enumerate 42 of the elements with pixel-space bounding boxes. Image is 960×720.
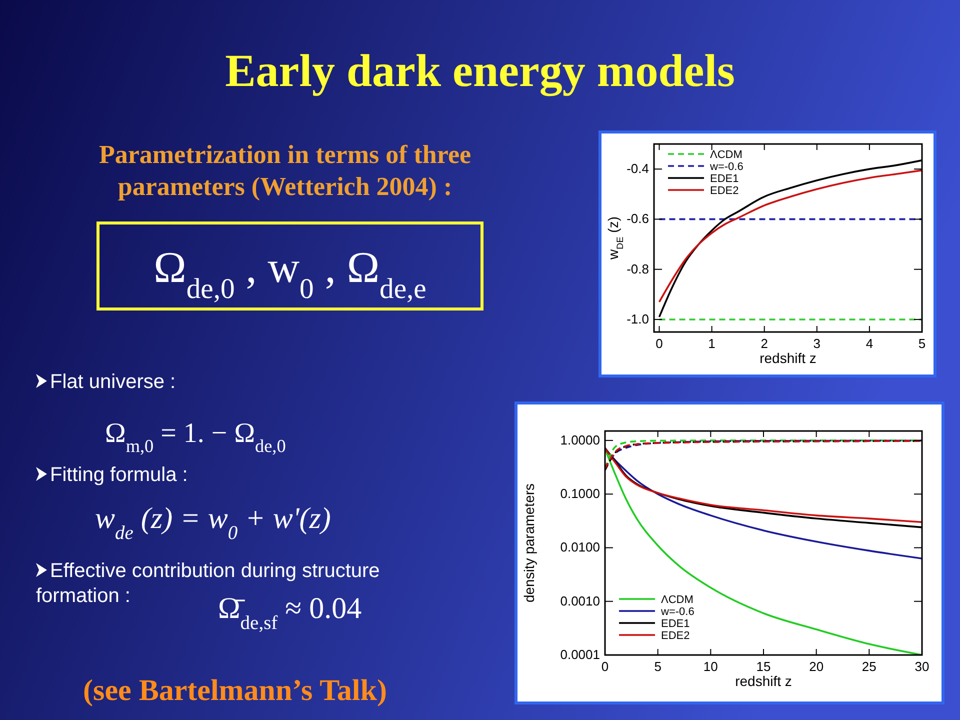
x-tick-label: 5 [654, 659, 662, 674]
legend-label: w=-0.6 [660, 606, 694, 618]
legend-label: EDE2 [661, 630, 690, 642]
text: Fitting formula : [50, 464, 188, 486]
x-tick-label: 15 [756, 659, 771, 674]
y-axis-title: density parameters [521, 483, 537, 603]
legend-label: EDE1 [710, 173, 739, 185]
text: (see Bartelmann’s Talk) [83, 674, 387, 707]
legend-label: EDE1 [661, 618, 690, 630]
x-tick-label: 4 [866, 336, 874, 351]
text: w$_{de}$(z) = w$_{0}$ + w'(z) [95, 502, 331, 544]
x-tick-label: 2 [760, 336, 768, 351]
y-tick-label: 0.0001 [560, 647, 600, 662]
text: Ω$_{de,0}$ , w$_{0}$ , Ω$_{de,e}$ [154, 243, 426, 304]
text: Early dark energy models [225, 45, 735, 97]
x-tick-label: 25 [862, 659, 876, 674]
x-tick-label: 20 [809, 659, 824, 674]
y-tick-label: -0.4 [626, 161, 649, 176]
y-tick-label: -0.6 [626, 211, 649, 226]
legend-label: EDE2 [710, 185, 739, 197]
x-tick-label: 0 [656, 336, 663, 351]
x-tick-label: 3 [813, 336, 821, 351]
text: Flat universe : [50, 371, 176, 393]
y-tick-label: 1.0000 [560, 432, 600, 448]
text: Parametrization in terms of three parameters (Wetterich 2004) : [98, 140, 472, 201]
legend-label: w=-0.6 [709, 161, 744, 173]
y-tick-label: 0.0010 [560, 593, 600, 608]
y-tick-label: -0.8 [626, 261, 649, 276]
x-axis-title: redshift z [760, 350, 816, 366]
text: Ω$_{m,0}$ = 1. − Ω$_{de,0}$ [105, 418, 286, 456]
x-tick-label: 0 [601, 659, 609, 674]
y-tick-label: 0.1000 [560, 486, 600, 502]
y-tick-label: 0.0100 [560, 540, 600, 555]
x-axis-title: redshift z [735, 673, 792, 689]
x-tick-label: 30 [914, 659, 930, 674]
line-series [658, 169, 922, 303]
x-tick-label: 1 [708, 336, 716, 351]
x-tick-label: 5 [918, 336, 926, 351]
y-tick-label: -1.0 [626, 311, 649, 326]
legend-label: ΛCDM [661, 594, 694, 606]
legend-label: ΛCDM [710, 149, 742, 161]
x-tick-label: 10 [703, 659, 718, 674]
